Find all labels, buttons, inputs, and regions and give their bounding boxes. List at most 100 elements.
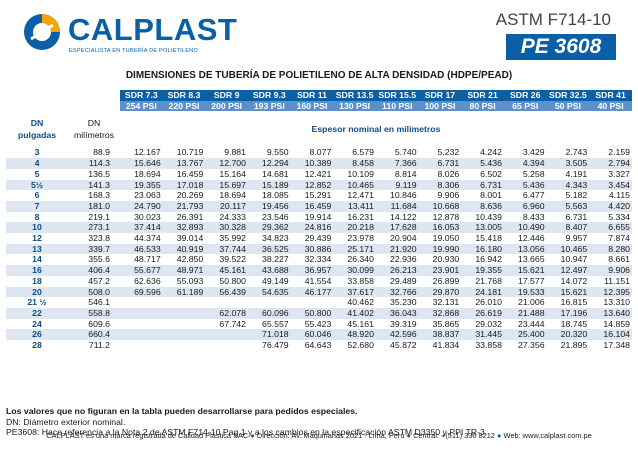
footer-brand: CALPLAST es una marca registrada de Cali… bbox=[46, 431, 249, 440]
thickness-cell: 3.454 bbox=[589, 179, 632, 191]
dn-inches-cell: 4 bbox=[6, 158, 68, 169]
thickness-cell: 29.032 bbox=[461, 318, 504, 330]
thickness-cell: 26.010 bbox=[461, 297, 504, 308]
thickness-cell: 4.191 bbox=[546, 168, 590, 180]
thickness-cell: 49.149 bbox=[247, 275, 291, 287]
thickness-cell: 48.920 bbox=[333, 329, 376, 341]
blank-cell bbox=[6, 90, 68, 101]
column-header-row: DN pulgadas DN milímetros Espesor nominal en… bbox=[6, 111, 632, 148]
thickness-cell: 2.743 bbox=[546, 147, 590, 159]
sdr-header-cell: SDR 9.3 bbox=[247, 90, 291, 101]
thickness-cell: 13.640 bbox=[589, 307, 632, 319]
thickness-cell: 60.096 bbox=[247, 307, 291, 319]
table-row: 8 219.1 30.023 26.391 24.333 23.546 19.914 16.2… bbox=[6, 211, 632, 223]
dimensions-table: SDR 7.3 SDR 8.3 SDR 9 SDR 9.3 SDR 11 SDR 13.5… bbox=[6, 90, 632, 351]
thickness-cell: 39.319 bbox=[375, 318, 419, 330]
thickness-cell: 3.327 bbox=[589, 168, 632, 180]
thickness-cell: 22.936 bbox=[375, 254, 419, 266]
thickness-cell: 9.881 bbox=[205, 147, 248, 159]
thickness-cell: 15.418 bbox=[461, 233, 504, 244]
table-row: 16 406.4 55.677 48.971 45.161 43.688 36.957 30.… bbox=[6, 265, 632, 276]
table-row: 18 457.2 62.636 55.093 50.800 49.149 41.554 33.… bbox=[6, 275, 632, 287]
thickness-cell: 30.328 bbox=[205, 222, 248, 234]
thickness-cell: 32.893 bbox=[162, 222, 206, 234]
thickness-cell: 16.180 bbox=[461, 243, 504, 255]
thickness-cell: 17.348 bbox=[589, 340, 632, 351]
thickness-cell: 45.872 bbox=[375, 340, 419, 351]
thickness-cell: 8.407 bbox=[546, 222, 590, 234]
thickness-cell: 42.596 bbox=[375, 329, 419, 341]
thickness-cell: 19.914 bbox=[290, 211, 334, 223]
thickness-cell: 21.006 bbox=[503, 297, 547, 308]
material-code-badge: PE 3608 bbox=[506, 34, 616, 60]
notes: Los valores que no figuran en la tabla p… bbox=[6, 406, 632, 438]
table-row: 5 136.5 18.694 16.459 15.164 14.681 12.421 10.1… bbox=[6, 168, 632, 180]
thickness-cell: 45.161 bbox=[333, 318, 376, 330]
logo: CALPLAST ESPECIALISTA EN TUBERÍA DE POLI… bbox=[22, 10, 252, 60]
note-pe3608: PE3608: Hace referencia a la Nota 2 de A… bbox=[6, 427, 488, 437]
dn-inches-cell: 7 bbox=[6, 200, 68, 212]
thickness-cell: 55.677 bbox=[120, 265, 163, 276]
note-special-orders: Los valores que no figuran en la tabla p… bbox=[6, 406, 358, 416]
footer-phone: Central: +(511) 336 8212 bbox=[413, 431, 495, 440]
thickness-cell bbox=[120, 329, 163, 341]
psi-header-row: 254 PSI 220 PSI 200 PSI 193 PSI 160 PSI 130 P… bbox=[6, 100, 632, 112]
dn-mm-cell: 457.2 bbox=[68, 275, 120, 287]
thickness-cell: 19.355 bbox=[461, 265, 504, 276]
table-row: 5½ 141.3 19.355 17.018 15.697 15.189 12.852 10.… bbox=[6, 179, 632, 191]
blank-cell bbox=[68, 90, 120, 101]
dn-mm-cell: 219.1 bbox=[68, 211, 120, 223]
thickness-cell: 44.374 bbox=[120, 233, 163, 244]
thickness-cell: 14.681 bbox=[247, 168, 291, 180]
thickness-cell: 20.930 bbox=[418, 254, 462, 266]
thickness-cell bbox=[162, 307, 206, 319]
thickness-cell: 30.099 bbox=[333, 265, 376, 276]
thickness-cell: 26.619 bbox=[461, 307, 504, 319]
thickness-cell: 23.546 bbox=[247, 211, 291, 223]
psi-header-cell: 80 PSI bbox=[461, 100, 504, 112]
dn-mm-cell: 355.6 bbox=[68, 254, 120, 266]
thickness-cell: 32.131 bbox=[418, 297, 462, 308]
table-row: 21 ½ 546.1 40.462 35.230 32.131 26.010 21.006 1… bbox=[6, 297, 632, 308]
thickness-cell bbox=[247, 297, 291, 308]
thickness-cell bbox=[162, 318, 206, 330]
thickness-cell: 13.665 bbox=[503, 254, 547, 266]
thickness-cell: 38.227 bbox=[247, 254, 291, 266]
sdr-header-cell: SDR 17 bbox=[418, 90, 462, 101]
thickness-cell: 13.056 bbox=[503, 243, 547, 255]
dn-mm-cell: 558.8 bbox=[68, 307, 120, 319]
thickness-cell: 14.859 bbox=[589, 318, 632, 330]
sdr-header-cell: SDR 26 bbox=[503, 90, 547, 101]
thickness-cell: 10.465 bbox=[333, 179, 376, 191]
thickness-cell: 5.258 bbox=[503, 168, 547, 180]
thickness-cell: 7.874 bbox=[589, 233, 632, 244]
thickness-cell: 32.868 bbox=[418, 307, 462, 319]
thickness-cell: 8.661 bbox=[589, 254, 632, 266]
thickness-cell: 23.978 bbox=[333, 233, 376, 244]
psi-header-cell: 200 PSI bbox=[205, 100, 248, 112]
thickness-cell: 2.794 bbox=[589, 158, 632, 169]
header: CALPLAST ESPECIALISTA EN TUBERÍA DE POLI… bbox=[0, 0, 638, 68]
dn-inches-cell: 24 bbox=[6, 318, 68, 330]
thickness-cell: 9.906 bbox=[418, 190, 462, 201]
thickness-cell: 12.471 bbox=[333, 190, 376, 201]
bullet-icon: ● bbox=[406, 431, 414, 440]
dn-mm-header: DN milímetros bbox=[68, 111, 120, 148]
thickness-cell: 3.505 bbox=[546, 158, 590, 169]
thickness-cell: 10.389 bbox=[290, 158, 334, 169]
thickness-cell: 10.465 bbox=[546, 243, 590, 255]
thickness-cell: 27.356 bbox=[503, 340, 547, 351]
thickness-cell: 30.886 bbox=[290, 243, 334, 255]
thickness-cell: 20.218 bbox=[333, 222, 376, 234]
thickness-cell: 33.858 bbox=[333, 275, 376, 287]
thickness-cell: 36.957 bbox=[290, 265, 334, 276]
thickness-cell: 21.895 bbox=[546, 340, 590, 351]
logo-text: CALPLAST bbox=[68, 12, 238, 47]
thickness-cell: 60.046 bbox=[290, 329, 334, 341]
thickness-cell: 14.122 bbox=[375, 211, 419, 223]
thickness-cell: 12.497 bbox=[546, 265, 590, 276]
thickness-cell bbox=[290, 297, 334, 308]
thickness-cell: 10.439 bbox=[461, 211, 504, 223]
thickness-cell: 10.668 bbox=[418, 200, 462, 212]
thickness-cell: 8.458 bbox=[333, 158, 376, 169]
